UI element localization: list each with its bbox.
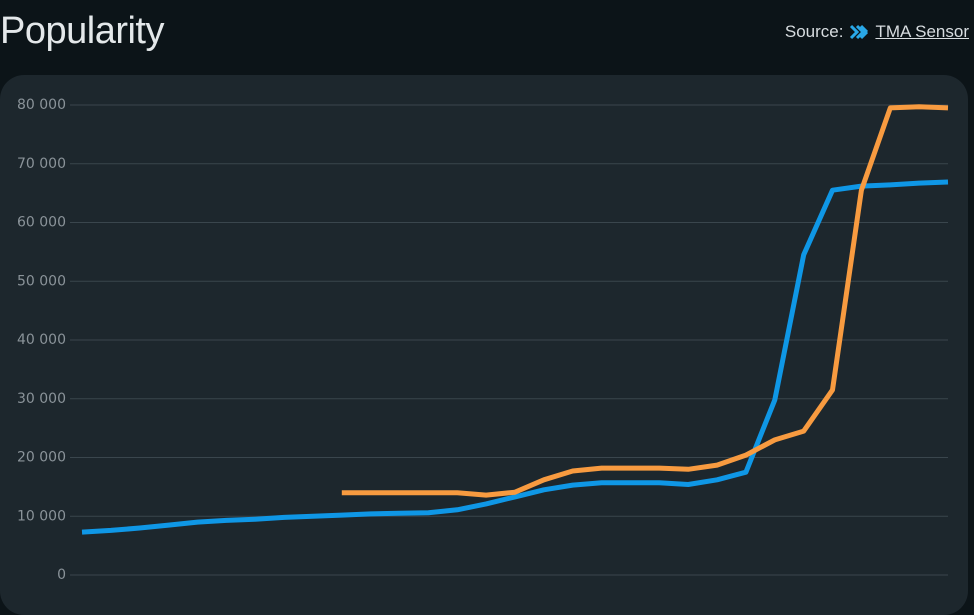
- y-tick-label: 80 000: [17, 97, 66, 113]
- y-tick-label: 40 000: [17, 332, 66, 348]
- y-tick-label: 50 000: [17, 273, 66, 289]
- source: Source: TMA Sensor: [785, 22, 969, 42]
- series-line: [81, 179, 949, 535]
- source-link[interactable]: TMA Sensor: [875, 22, 969, 41]
- y-tick-label: 0: [57, 567, 66, 583]
- y-tick-label: 60 000: [17, 215, 66, 231]
- source-icon: [850, 24, 869, 40]
- chart-title: Popularity: [0, 10, 164, 52]
- y-tick-label: 30 000: [17, 391, 66, 407]
- y-tick-label: 10 000: [17, 508, 66, 524]
- y-tick-label: 20 000: [17, 450, 66, 466]
- source-label: Source:: [784, 22, 844, 41]
- y-tick-label: 70 000: [17, 156, 66, 172]
- series-line: [341, 104, 949, 498]
